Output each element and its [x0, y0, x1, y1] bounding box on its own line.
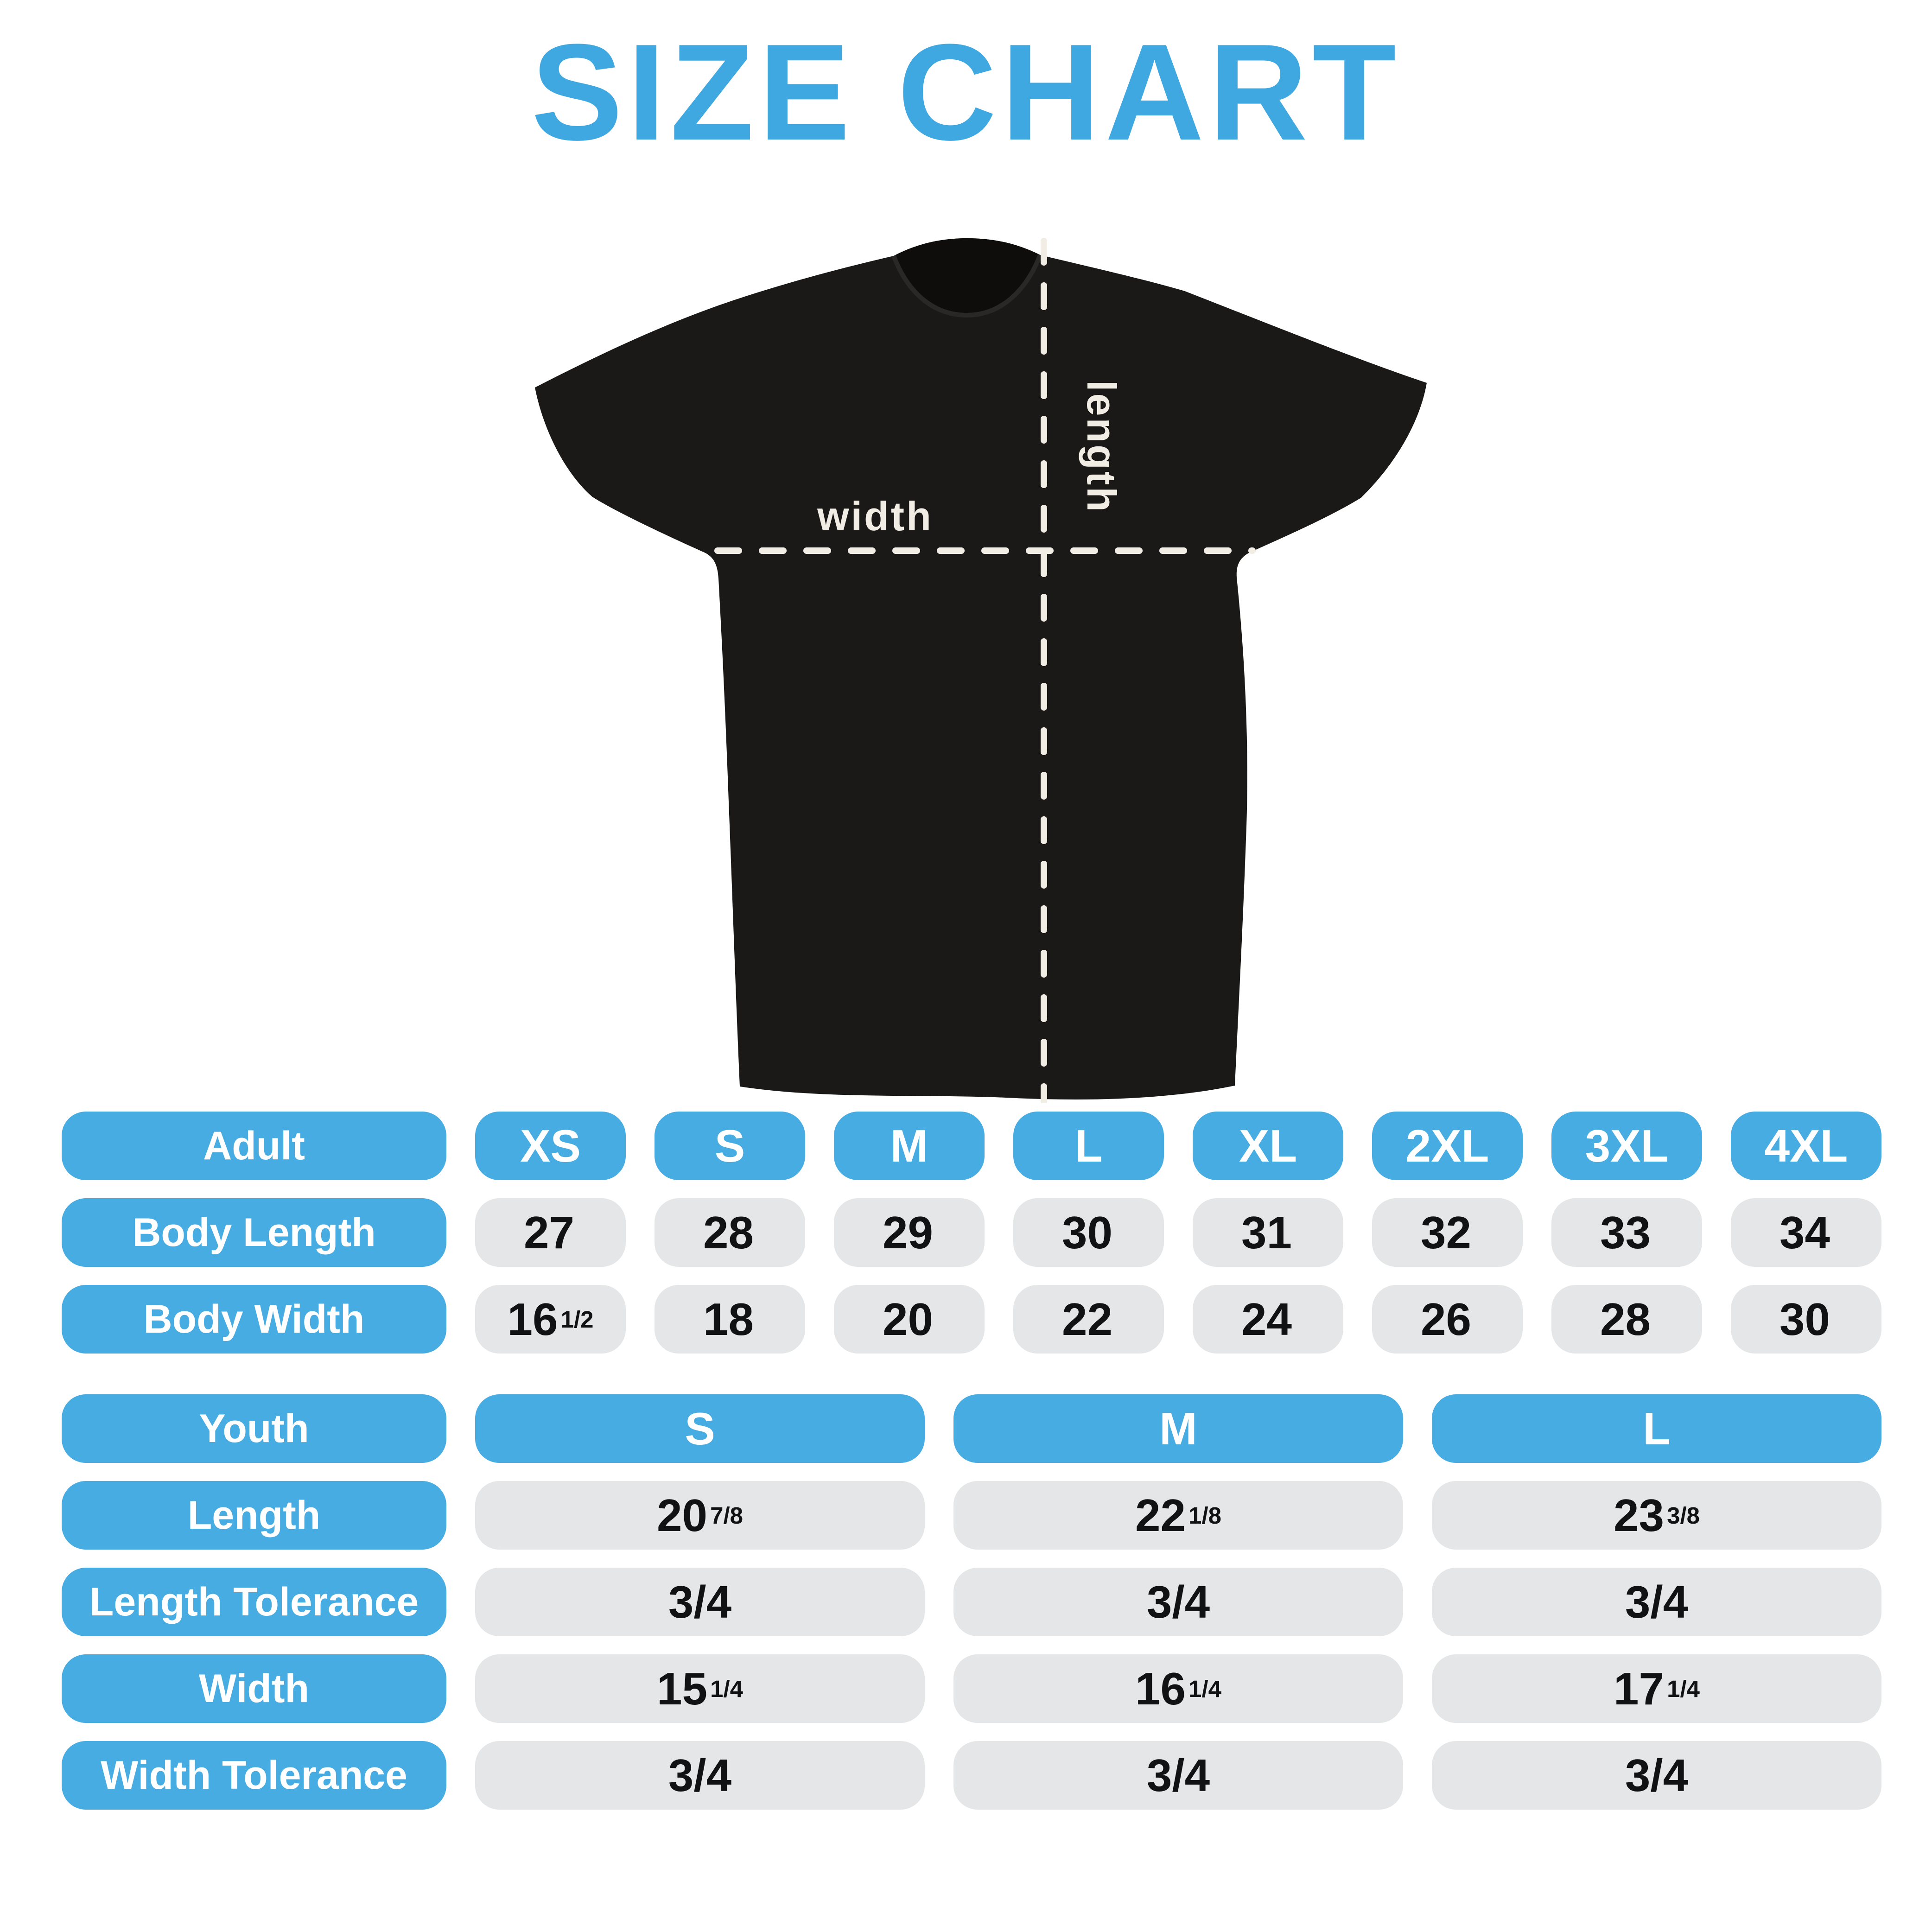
youth-width-tolerance-value-m: 3/4 [953, 1741, 1403, 1810]
value-number: 20 [882, 1293, 933, 1345]
value-number: 16 [1135, 1663, 1186, 1714]
tshirt-graphic: width length [535, 238, 1427, 1103]
adult-size-header-xl: XL [1193, 1112, 1343, 1180]
body-length-value-xs: 27 [475, 1198, 626, 1267]
adult-size-header-4xl: 4XL [1731, 1112, 1881, 1180]
value-number: 23 [1614, 1489, 1665, 1541]
value-fraction: 3/8 [1667, 1502, 1700, 1529]
value-number: 29 [882, 1207, 933, 1258]
body-width-value-xl: 24 [1193, 1285, 1343, 1354]
youth-length-tolerance-value-l: 3/4 [1432, 1568, 1881, 1636]
body-width-value-s: 18 [655, 1285, 805, 1354]
value-number: 3/4 [1146, 1576, 1210, 1627]
value-number: 30 [1061, 1207, 1112, 1258]
body-width-value-3xl: 28 [1551, 1285, 1702, 1354]
value-number: 3/4 [1146, 1749, 1210, 1801]
youth-width-tolerance-value-s: 3/4 [475, 1741, 925, 1810]
value-number: 33 [1600, 1207, 1651, 1258]
value-number: 3/4 [1625, 1576, 1689, 1627]
value-number: 26 [1420, 1293, 1471, 1345]
youth-row-label-length: Length [62, 1481, 446, 1550]
body-length-value-l: 30 [1013, 1198, 1164, 1267]
adult-size-table: Adult XS S M L XL 2XL 3XL 4XL Body Lengt… [62, 1112, 1881, 1354]
youth-size-table: Youth S M L Length 20 7/8 22 1/8 23 3/8 Len… [62, 1394, 1881, 1810]
youth-length-value-l: 23 3/8 [1432, 1481, 1881, 1550]
value-number: 31 [1241, 1207, 1292, 1258]
page-title: SIZE CHART [531, 15, 1401, 169]
youth-table-header-label: Youth [62, 1394, 446, 1463]
body-length-value-m: 29 [834, 1198, 985, 1267]
adult-size-header-3xl: 3XL [1551, 1112, 1702, 1180]
youth-width-value-l: 17 1/4 [1432, 1654, 1881, 1723]
body-length-value-4xl: 34 [1731, 1198, 1881, 1267]
value-number: 3/4 [668, 1576, 732, 1627]
width-measure-label: width [817, 493, 933, 539]
youth-size-header-l: L [1432, 1394, 1881, 1463]
tshirt-collar-rim [891, 254, 1042, 318]
body-length-value-2xl: 32 [1372, 1198, 1523, 1267]
body-width-value-l: 22 [1013, 1285, 1164, 1354]
value-number: 3/4 [1625, 1749, 1689, 1801]
value-number: 22 [1061, 1293, 1112, 1345]
value-number: 16 [507, 1293, 558, 1345]
adult-row-label-body-length: Body Length [62, 1198, 446, 1267]
youth-size-header-m: M [953, 1394, 1403, 1463]
tshirt-measurement-graphic: width length [524, 232, 1437, 1103]
value-fraction: 7/8 [710, 1502, 743, 1529]
youth-width-value-s: 15 1/4 [475, 1654, 925, 1723]
value-number: 30 [1779, 1293, 1830, 1345]
youth-row-label-length-tolerance: Length Tolerance [62, 1568, 446, 1636]
tshirt-body [535, 238, 1427, 1099]
value-fraction: 1/4 [710, 1675, 743, 1702]
value-fraction: 1/4 [1188, 1675, 1221, 1702]
body-width-value-4xl: 30 [1731, 1285, 1881, 1354]
body-length-value-xl: 31 [1193, 1198, 1343, 1267]
adult-size-header-m: M [834, 1112, 985, 1180]
youth-width-tolerance-value-l: 3/4 [1432, 1741, 1881, 1810]
value-number: 27 [523, 1207, 574, 1258]
youth-row-label-width: Width [62, 1654, 446, 1723]
adult-size-header-xs: XS [475, 1112, 626, 1180]
value-number: 3/4 [668, 1749, 732, 1801]
body-width-value-2xl: 26 [1372, 1285, 1523, 1354]
youth-row-label-width-tolerance: Width Tolerance [62, 1741, 446, 1810]
value-number: 17 [1614, 1663, 1665, 1714]
youth-length-value-m: 22 1/8 [953, 1481, 1403, 1550]
youth-size-header-s: S [475, 1394, 925, 1463]
value-number: 28 [1600, 1293, 1651, 1345]
body-length-value-3xl: 33 [1551, 1198, 1702, 1267]
value-fraction: 1/2 [560, 1306, 594, 1333]
value-fraction: 1/4 [1667, 1675, 1700, 1702]
youth-width-value-m: 16 1/4 [953, 1654, 1403, 1723]
body-width-value-m: 20 [834, 1285, 985, 1354]
youth-length-tolerance-value-s: 3/4 [475, 1568, 925, 1636]
value-number: 28 [703, 1207, 754, 1258]
body-length-value-s: 28 [655, 1198, 805, 1267]
value-number: 22 [1135, 1489, 1186, 1541]
adult-size-header-2xl: 2XL [1372, 1112, 1523, 1180]
adult-size-header-l: L [1013, 1112, 1164, 1180]
body-width-value-xs: 16 1/2 [475, 1285, 626, 1354]
value-fraction: 1/8 [1188, 1502, 1221, 1529]
youth-length-value-s: 20 7/8 [475, 1481, 925, 1550]
length-measure-label: length [1079, 380, 1125, 514]
tshirt-collar [894, 238, 1040, 315]
adult-size-header-s: S [655, 1112, 805, 1180]
adult-table-header-label: Adult [62, 1112, 446, 1180]
youth-length-tolerance-value-m: 3/4 [953, 1568, 1403, 1636]
value-number: 20 [657, 1489, 708, 1541]
value-number: 34 [1779, 1207, 1830, 1258]
value-number: 15 [657, 1663, 708, 1714]
value-number: 18 [703, 1293, 754, 1345]
value-number: 24 [1241, 1293, 1292, 1345]
adult-row-label-body-width: Body Width [62, 1285, 446, 1354]
value-number: 32 [1420, 1207, 1471, 1258]
